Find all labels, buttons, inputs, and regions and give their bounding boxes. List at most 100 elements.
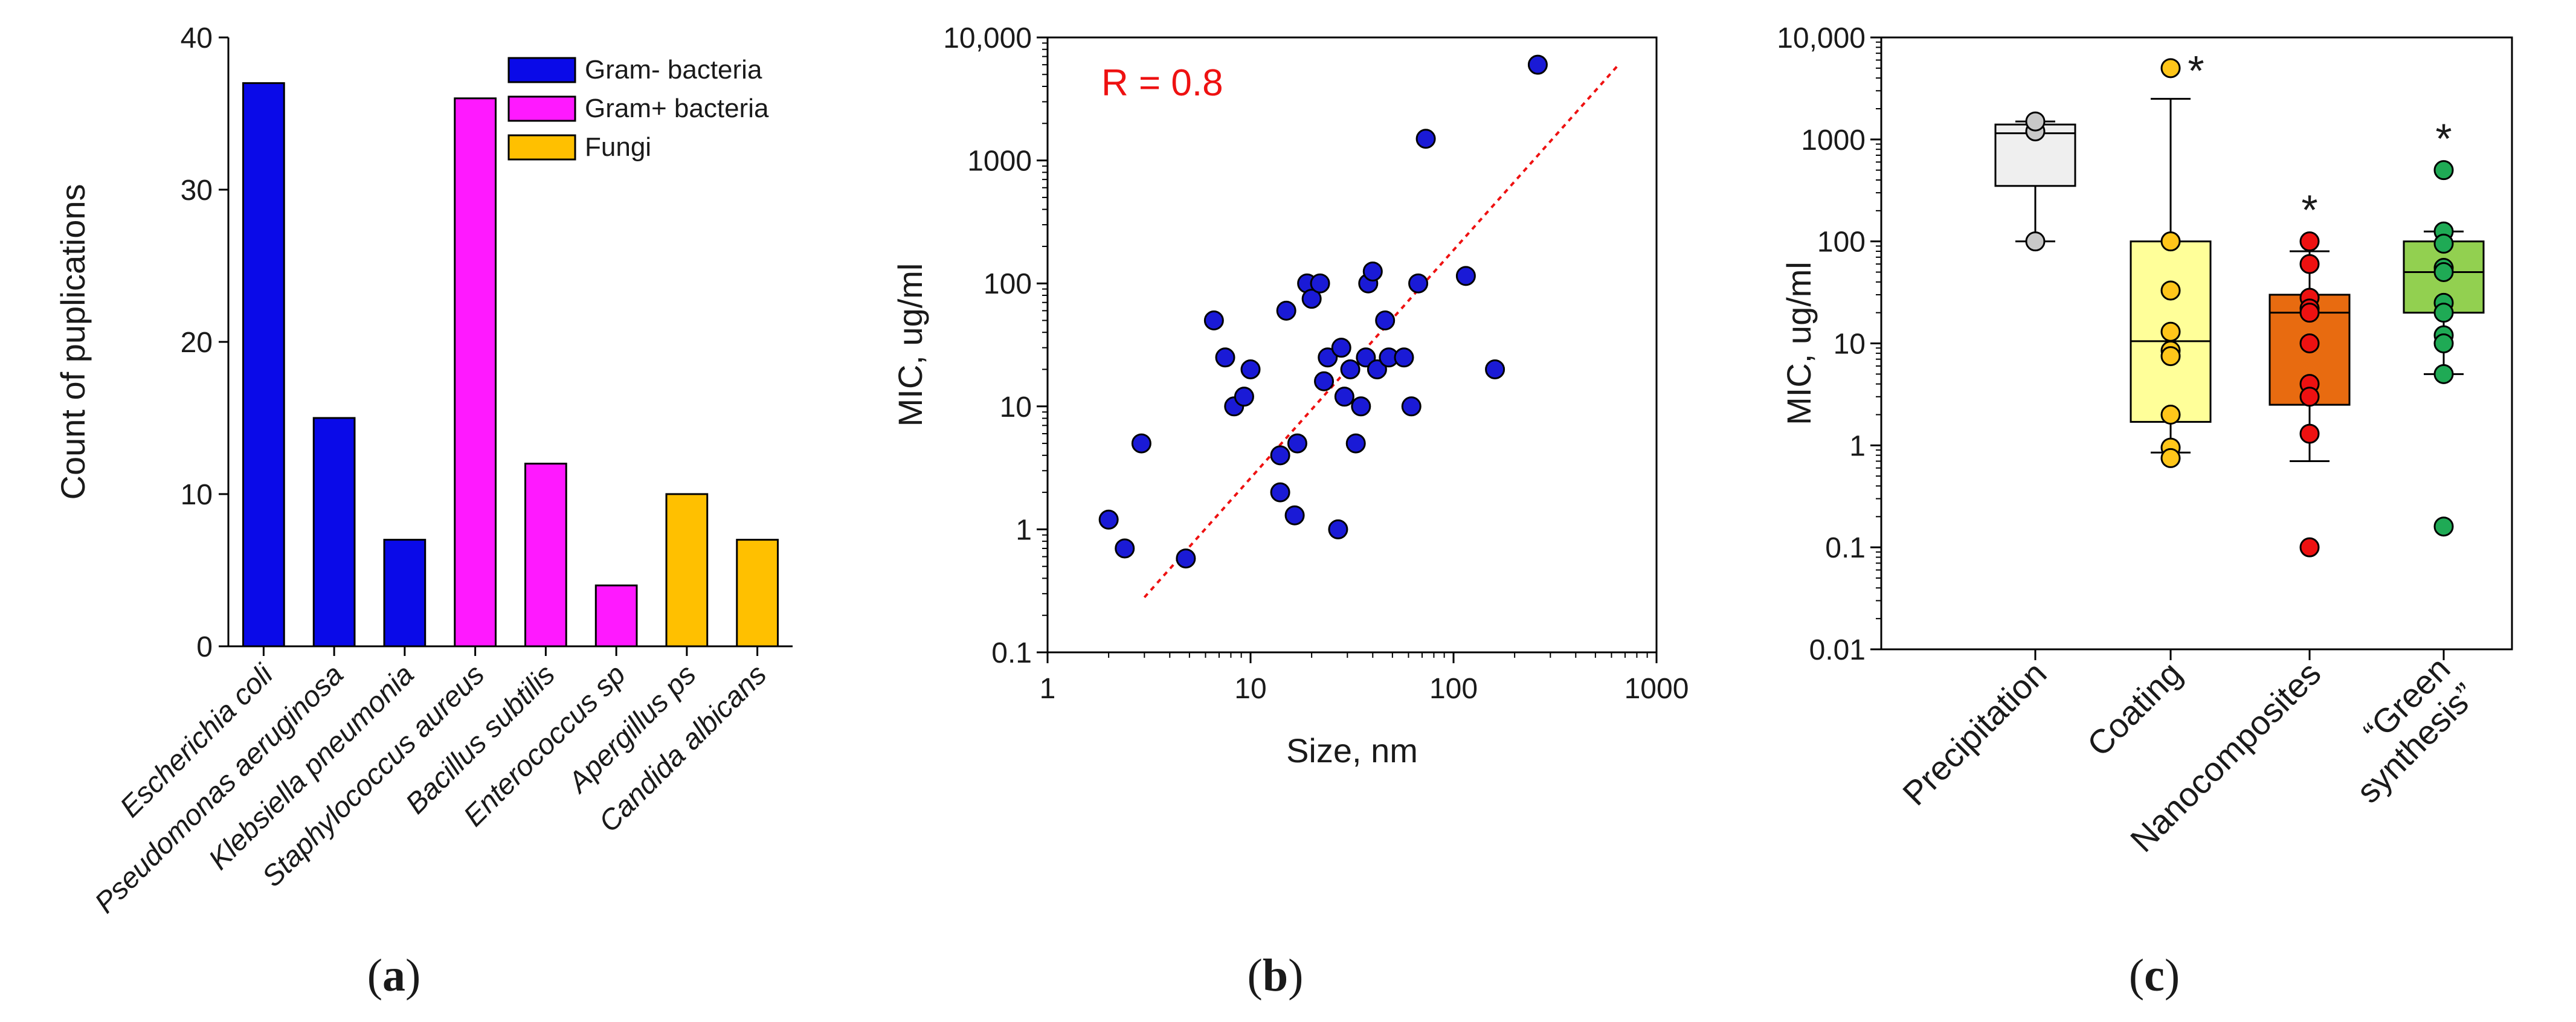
panel-label-part: c <box>2144 950 2165 1001</box>
data-point <box>2160 231 2181 252</box>
scatter-point <box>1401 396 1422 417</box>
scatter-point <box>1215 347 1235 368</box>
bar-pseudomonas-aeruginosa <box>312 417 356 648</box>
data-point <box>2299 231 2320 252</box>
panel-label-part: ) <box>2165 950 2180 1001</box>
data-point <box>2433 233 2454 254</box>
panel-label-b: (b) <box>1248 950 1304 1001</box>
y-tick-label: 10 <box>1834 329 1866 361</box>
y-tick-label: 0 <box>196 631 213 663</box>
data-point <box>2299 254 2320 274</box>
legend-label: Gram- bacteria <box>585 55 762 85</box>
scatter-point <box>1310 273 1330 294</box>
scatter-point <box>1328 519 1348 539</box>
bar-bacillus-subtilis <box>524 463 567 648</box>
panel-label-part: ) <box>1288 950 1303 1001</box>
data-point <box>2299 423 2320 444</box>
y-tick-label: 0.1 <box>991 637 1032 669</box>
y-tick-label: 1 <box>1016 514 1032 546</box>
scatter-point <box>1234 387 1254 407</box>
bar-staphylococcus-aureus <box>454 97 497 648</box>
bar-apergillus-ps <box>665 493 709 648</box>
y-axis-title: MIC, ug/ml <box>1780 262 1818 425</box>
y-tick-label: 1000 <box>967 146 1032 178</box>
panel-label-part: ( <box>1248 950 1263 1001</box>
y-axis-title: MIC, ug/ml <box>891 263 929 427</box>
y-tick-label: 10,000 <box>1777 22 1866 54</box>
scatter-point <box>1367 359 1387 380</box>
y-tick-label: 0.01 <box>1809 634 1866 666</box>
y-tick-label: 20 <box>181 327 213 359</box>
y-tick-label: 100 <box>1817 227 1866 259</box>
data-point <box>2160 346 2181 367</box>
panel-label-a: (a) <box>367 950 421 1001</box>
scatter-point <box>1270 482 1290 503</box>
scatter-point <box>1131 433 1151 454</box>
data-point <box>2299 333 2320 353</box>
scatter-point <box>1176 548 1196 569</box>
y-tick-label: 10 <box>181 479 213 511</box>
scatter-point <box>1301 289 1322 309</box>
data-point <box>2433 303 2454 323</box>
significance-marker: * <box>2188 47 2204 94</box>
x-tick-label: 100 <box>1429 673 1478 705</box>
y-tick-label: 10 <box>1000 391 1032 423</box>
scatter-point <box>1334 387 1354 407</box>
scatter-point <box>1485 359 1505 380</box>
y-tick-label: 40 <box>181 22 213 54</box>
x-tick-label: “Greensynthesis” <box>2323 649 2484 810</box>
scatter-point <box>1284 505 1305 525</box>
data-point <box>2433 262 2454 282</box>
panel-label-part: b <box>1263 950 1288 1001</box>
data-point <box>2299 303 2320 323</box>
scatter-point <box>1415 129 1436 149</box>
data-point <box>2160 405 2181 425</box>
x-tick-label: Precipitation <box>1895 654 2053 812</box>
data-point <box>2025 231 2046 252</box>
x-axis-title: Size, nm <box>1286 731 1418 770</box>
legend-label: Fungi <box>585 132 651 162</box>
data-point <box>2433 516 2454 537</box>
data-point <box>2160 321 2181 342</box>
panel-label-c: (c) <box>2129 950 2180 1001</box>
significance-marker: * <box>2435 115 2452 162</box>
legend-swatch-gram_neg <box>507 57 576 83</box>
x-tick-label: Coating <box>2079 654 2189 763</box>
data-point <box>2025 111 2046 132</box>
significance-marker: * <box>2301 187 2317 234</box>
scatter-point <box>1115 538 1135 559</box>
scatter-point <box>1270 445 1290 466</box>
scatter-point <box>1318 347 1338 368</box>
x-tick-label: 1 <box>1040 673 1056 705</box>
correlation-annotation: R = 0.8 <box>1101 62 1223 104</box>
panel-label-part: a <box>382 950 405 1001</box>
data-point <box>2160 448 2181 468</box>
bar-klebsiella-pneumonia <box>383 539 427 648</box>
scatter-point <box>1287 433 1307 454</box>
panel-labels: (a) (b) (c) <box>367 950 2180 1001</box>
y-tick-label: 10,000 <box>943 22 1032 54</box>
legend-label: Gram+ bacteria <box>585 94 769 123</box>
data-point <box>2433 160 2454 181</box>
scatter-point <box>1408 273 1429 294</box>
scatter-point <box>1331 338 1351 358</box>
x-tick-label: 1000 <box>1624 673 1689 705</box>
scatter-point <box>1351 396 1371 417</box>
scatter-point <box>1098 509 1119 530</box>
y-tick-label: 1 <box>1849 430 1866 462</box>
scatter-point <box>1345 433 1366 454</box>
panel-label-part: ( <box>2129 950 2144 1001</box>
scatter-point <box>1203 310 1224 330</box>
y-tick-label: 0.1 <box>1825 532 1866 564</box>
y-tick-label: 30 <box>181 175 213 207</box>
bar-candida-albicans <box>736 539 779 648</box>
x-tick-label: 10 <box>1234 673 1266 705</box>
y-tick-label: 100 <box>984 268 1032 300</box>
data-point <box>2160 58 2181 79</box>
data-point <box>2433 364 2454 384</box>
scatter-point <box>1527 54 1548 75</box>
scatter-point <box>1276 300 1296 321</box>
